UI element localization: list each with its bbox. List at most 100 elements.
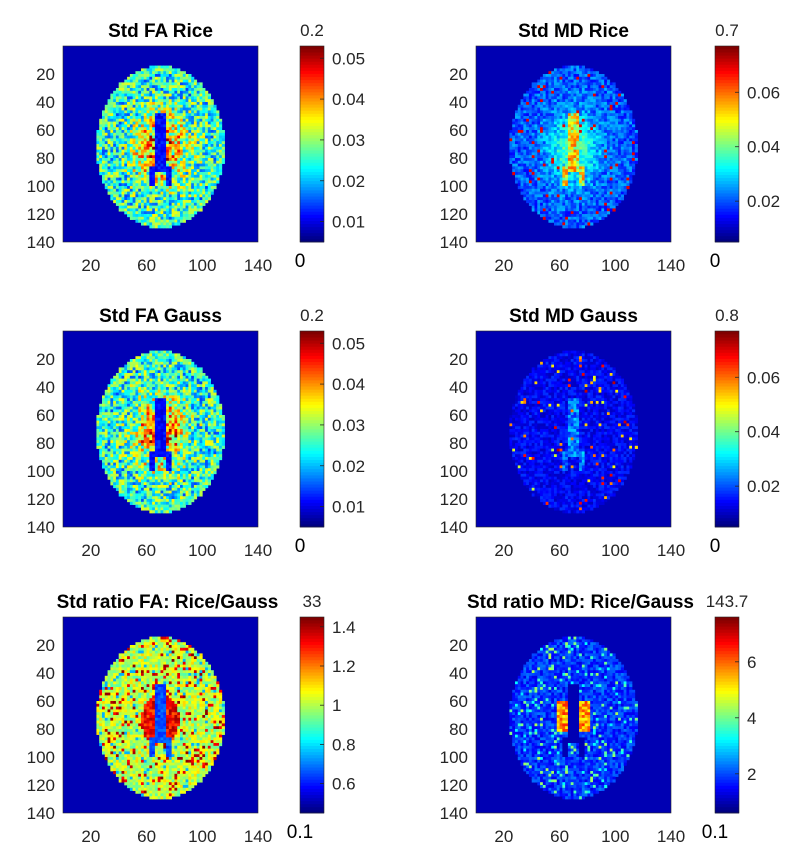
heatmap-cell — [205, 155, 208, 158]
heatmap-cell — [174, 108, 177, 111]
heatmap-cell — [610, 180, 613, 183]
heatmap-cell — [161, 116, 164, 119]
heatmap-cell — [576, 206, 579, 209]
heatmap-cell — [601, 152, 604, 155]
heatmap-cell — [174, 147, 177, 150]
heatmap-cell — [130, 485, 133, 488]
heatmap-cell — [108, 393, 111, 396]
heatmap-cell — [130, 178, 133, 181]
heatmap-cell — [521, 113, 524, 116]
heatmap-cell — [587, 102, 590, 105]
heatmap-cell — [161, 192, 164, 195]
heatmap-cell — [177, 77, 180, 80]
heatmap-cell — [166, 74, 169, 77]
heatmap-cell — [615, 116, 618, 119]
heatmap-cell — [526, 152, 529, 155]
heatmap-cell — [183, 136, 186, 139]
heatmap-cell — [155, 113, 158, 116]
heatmap-cell — [155, 94, 158, 97]
heatmap-cell — [166, 222, 169, 225]
heatmap-cell — [202, 119, 205, 122]
heatmap-cell — [180, 122, 183, 125]
heatmap-cell — [546, 178, 549, 181]
heatmap-cell — [122, 418, 125, 421]
heatmap-cell — [135, 499, 138, 502]
heatmap-cell — [205, 164, 208, 167]
heatmap-cell — [177, 88, 180, 91]
heatmap-cell — [590, 214, 593, 217]
heatmap-cell — [122, 192, 125, 195]
heatmap-cell — [205, 186, 208, 189]
heatmap-cell — [108, 116, 111, 119]
heatmap-cell — [135, 443, 138, 446]
heatmap-cell — [163, 113, 166, 116]
heatmap-cell — [576, 178, 579, 181]
heatmap-cell — [113, 432, 116, 435]
heatmap-cell — [521, 180, 524, 183]
heatmap-cell — [147, 175, 150, 178]
heatmap-cell — [211, 108, 214, 111]
heatmap-cell — [540, 183, 543, 186]
heatmap-cell — [191, 206, 194, 209]
heatmap-cell — [127, 141, 130, 144]
heatmap-cell — [135, 189, 138, 192]
colorbar-step — [300, 208, 324, 211]
heatmap-cell — [147, 99, 150, 102]
heatmap-cell — [543, 124, 546, 127]
heatmap-cell — [144, 85, 147, 88]
heatmap-cell — [590, 113, 593, 116]
heatmap-cell — [169, 186, 172, 189]
heatmap-cell — [523, 105, 526, 108]
heatmap-cell — [200, 192, 203, 195]
colorbar-step — [715, 221, 739, 224]
heatmap-cell — [200, 150, 203, 153]
heatmap-cell — [172, 124, 175, 127]
heatmap-cell — [615, 105, 618, 108]
heatmap-cell — [113, 113, 116, 116]
colorbar-step — [715, 95, 739, 98]
heatmap-cell — [169, 169, 172, 172]
heatmap-cell — [624, 99, 627, 102]
heatmap-cell — [147, 130, 150, 133]
heatmap-cell — [188, 94, 191, 97]
heatmap-cell — [194, 80, 197, 83]
heatmap-cell — [116, 152, 119, 155]
heatmap-cell — [626, 130, 629, 133]
heatmap-cell — [113, 423, 116, 426]
heatmap-cell — [180, 116, 183, 119]
heatmap-cell — [535, 172, 538, 175]
heatmap-cell — [194, 88, 197, 91]
heatmap-cell — [521, 133, 524, 136]
heatmap-cell — [141, 158, 144, 161]
heatmap-cell — [124, 488, 127, 491]
heatmap-cell — [152, 208, 155, 211]
heatmap-cell — [163, 122, 166, 125]
heatmap-cell — [587, 152, 590, 155]
heatmap-cell — [532, 122, 535, 125]
heatmap-cell — [585, 208, 588, 211]
heatmap-cell — [105, 141, 108, 144]
heatmap-cell — [582, 183, 585, 186]
colorbar-step — [715, 172, 739, 175]
heatmap-cell — [200, 113, 203, 116]
heatmap-cell — [138, 124, 141, 127]
heatmap-cell — [135, 102, 138, 105]
heatmap-cell — [110, 398, 113, 401]
heatmap-cell — [205, 175, 208, 178]
heatmap-cell — [568, 99, 571, 102]
heatmap-cell — [135, 359, 138, 362]
heatmap-cell — [172, 108, 175, 111]
heatmap-cell — [177, 217, 180, 220]
heatmap-cell — [211, 147, 214, 150]
heatmap-cell — [119, 454, 122, 457]
heatmap-cell — [579, 178, 582, 181]
heatmap-cell — [216, 141, 219, 144]
heatmap-cell — [186, 172, 189, 175]
heatmap-cell — [105, 110, 108, 113]
heatmap-cell — [523, 147, 526, 150]
heatmap-cell — [515, 119, 518, 122]
heatmap-cell — [186, 133, 189, 136]
heatmap-cell — [135, 99, 138, 102]
heatmap-cell — [130, 77, 133, 80]
heatmap-cell — [113, 94, 116, 97]
